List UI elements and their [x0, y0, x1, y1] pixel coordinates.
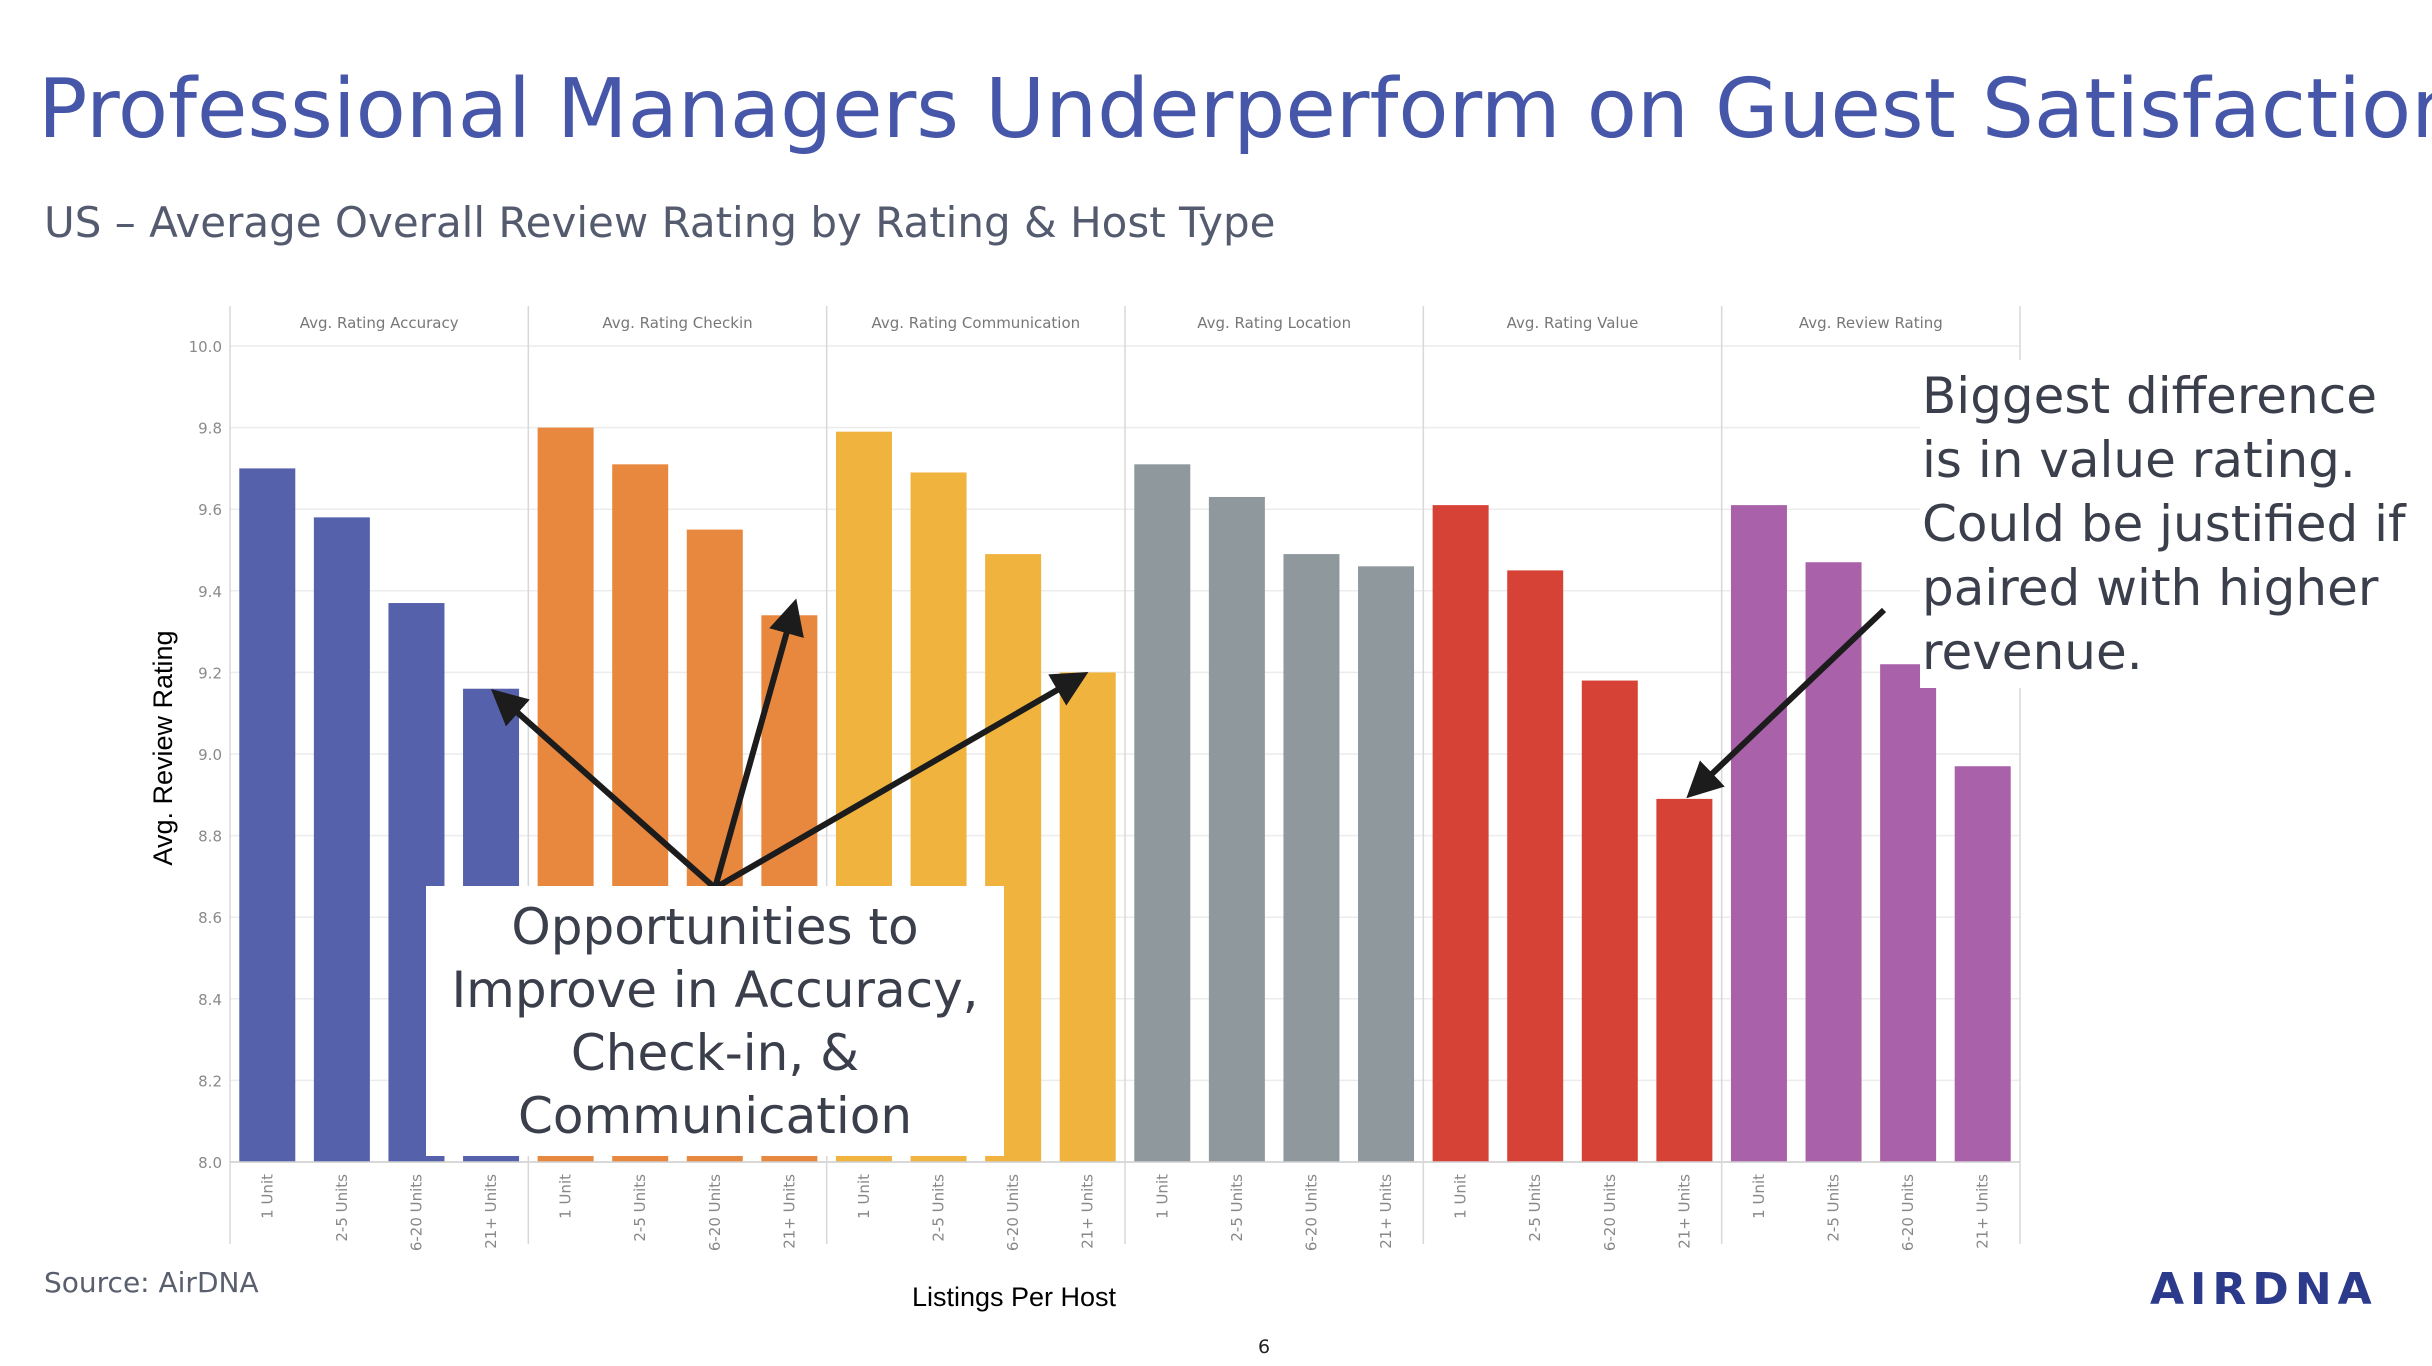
bar: [1208, 496, 1265, 1163]
arrow-to-communication: [713, 671, 1089, 891]
x-tick-label: 1 Unit: [258, 1174, 276, 1219]
panel-header: Avg. Rating Value: [1507, 314, 1639, 332]
x-tick-label: 1 Unit: [1750, 1174, 1768, 1219]
x-tick-label: 1 Unit: [855, 1174, 873, 1219]
bar: [313, 517, 370, 1162]
x-tick-label: 21+ Units: [780, 1174, 798, 1249]
arrow-to-checkin: [712, 598, 804, 889]
y-tick-label: 9.4: [198, 583, 222, 601]
y-tick-label: 8.8: [198, 828, 222, 846]
x-tick-label: 21+ Units: [1079, 1174, 1097, 1249]
bar: [1358, 566, 1415, 1162]
slide-subtitle: US – Average Overall Review Rating by Ra…: [44, 198, 1276, 247]
bar: [1059, 672, 1116, 1162]
y-tick-label: 9.2: [198, 664, 222, 682]
x-tick-label: 2-5 Units: [1825, 1174, 1843, 1242]
callout-value-rating: Biggest difference is in value rating. C…: [1920, 360, 2424, 688]
x-tick-label: 6-20 Units: [706, 1174, 724, 1251]
x-tick-label: 6-20 Units: [1302, 1174, 1320, 1251]
x-tick-label: 1 Unit: [557, 1174, 575, 1219]
x-axis-label: Listings Per Host: [912, 1282, 1117, 1312]
bar: [1283, 554, 1340, 1162]
bar: [1954, 766, 2011, 1162]
x-tick-label: 21+ Units: [1675, 1174, 1693, 1249]
annotation-arrows: [491, 598, 1887, 891]
x-tick-label: 21+ Units: [1377, 1174, 1395, 1249]
bar: [1805, 562, 1862, 1162]
chart-axes: 10.0 9.8 9.6 9.4 9.2 9.0 8.8 8.6 8.4 8.2 8.0 Avg. R…: [189, 306, 2021, 1251]
bar: [1581, 680, 1638, 1162]
x-tick-label: 21+ Units: [1974, 1174, 1992, 1249]
x-tick-label: 6-20 Units: [407, 1174, 425, 1251]
panel-header: Avg. Review Rating: [1799, 314, 1943, 332]
bar: [1730, 505, 1787, 1162]
x-tick-label: 2-5 Units: [1228, 1174, 1246, 1242]
x-tick-label: 2-5 Units: [333, 1174, 351, 1242]
panel-header: Avg. Rating Checkin: [602, 314, 752, 332]
x-tick-label: 6-20 Units: [1899, 1174, 1917, 1251]
y-tick-label: 10.0: [189, 338, 222, 356]
x-tick-label: 6-20 Units: [1004, 1174, 1022, 1251]
arrow-to-accuracy: [491, 689, 717, 891]
bar: [1507, 570, 1564, 1162]
logo-text: AIRDNA: [2150, 1264, 2378, 1312]
source-note: Source: AirDNA: [44, 1266, 259, 1299]
bar: [239, 468, 296, 1162]
x-tick-label: 1 Unit: [1153, 1174, 1171, 1219]
y-tick-label: 8.0: [198, 1154, 222, 1172]
bar: [1656, 798, 1713, 1162]
x-tick-label: 21+ Units: [482, 1174, 500, 1249]
x-tick-label: 6-20 Units: [1601, 1174, 1619, 1251]
slide-title: Professional Managers Underperform on Gu…: [38, 62, 2432, 157]
bar: [1134, 464, 1191, 1162]
x-tick-label: 2-5 Units: [631, 1174, 649, 1242]
x-tick-label: 1 Unit: [1452, 1174, 1470, 1219]
y-axis-label: Avg. Review Rating: [148, 630, 178, 865]
panel-header: Avg. Rating Accuracy: [300, 314, 459, 332]
panel-header: Avg. Rating Location: [1197, 314, 1351, 332]
x-tick-label: 2-5 Units: [930, 1174, 948, 1242]
bar: [1880, 664, 1937, 1162]
callout-opportunities: Opportunities to Improve in Accuracy, Ch…: [426, 886, 1004, 1156]
y-tick-label: 9.0: [198, 746, 222, 764]
bar: [1432, 505, 1489, 1162]
arrow-to-value: [1686, 607, 1887, 799]
y-tick-label: 8.4: [198, 991, 222, 1009]
y-tick-label: 9.6: [198, 501, 222, 519]
panel-header: Avg. Rating Communication: [871, 314, 1080, 332]
x-tick-label: 2-5 Units: [1526, 1174, 1544, 1242]
y-tick-label: 8.2: [198, 1072, 222, 1090]
airdna-logo: AIRDNA: [2150, 1264, 2378, 1312]
page-number: 6: [1258, 1336, 1271, 1358]
y-tick-label: 8.6: [198, 909, 222, 927]
y-tick-label: 9.8: [198, 420, 222, 438]
